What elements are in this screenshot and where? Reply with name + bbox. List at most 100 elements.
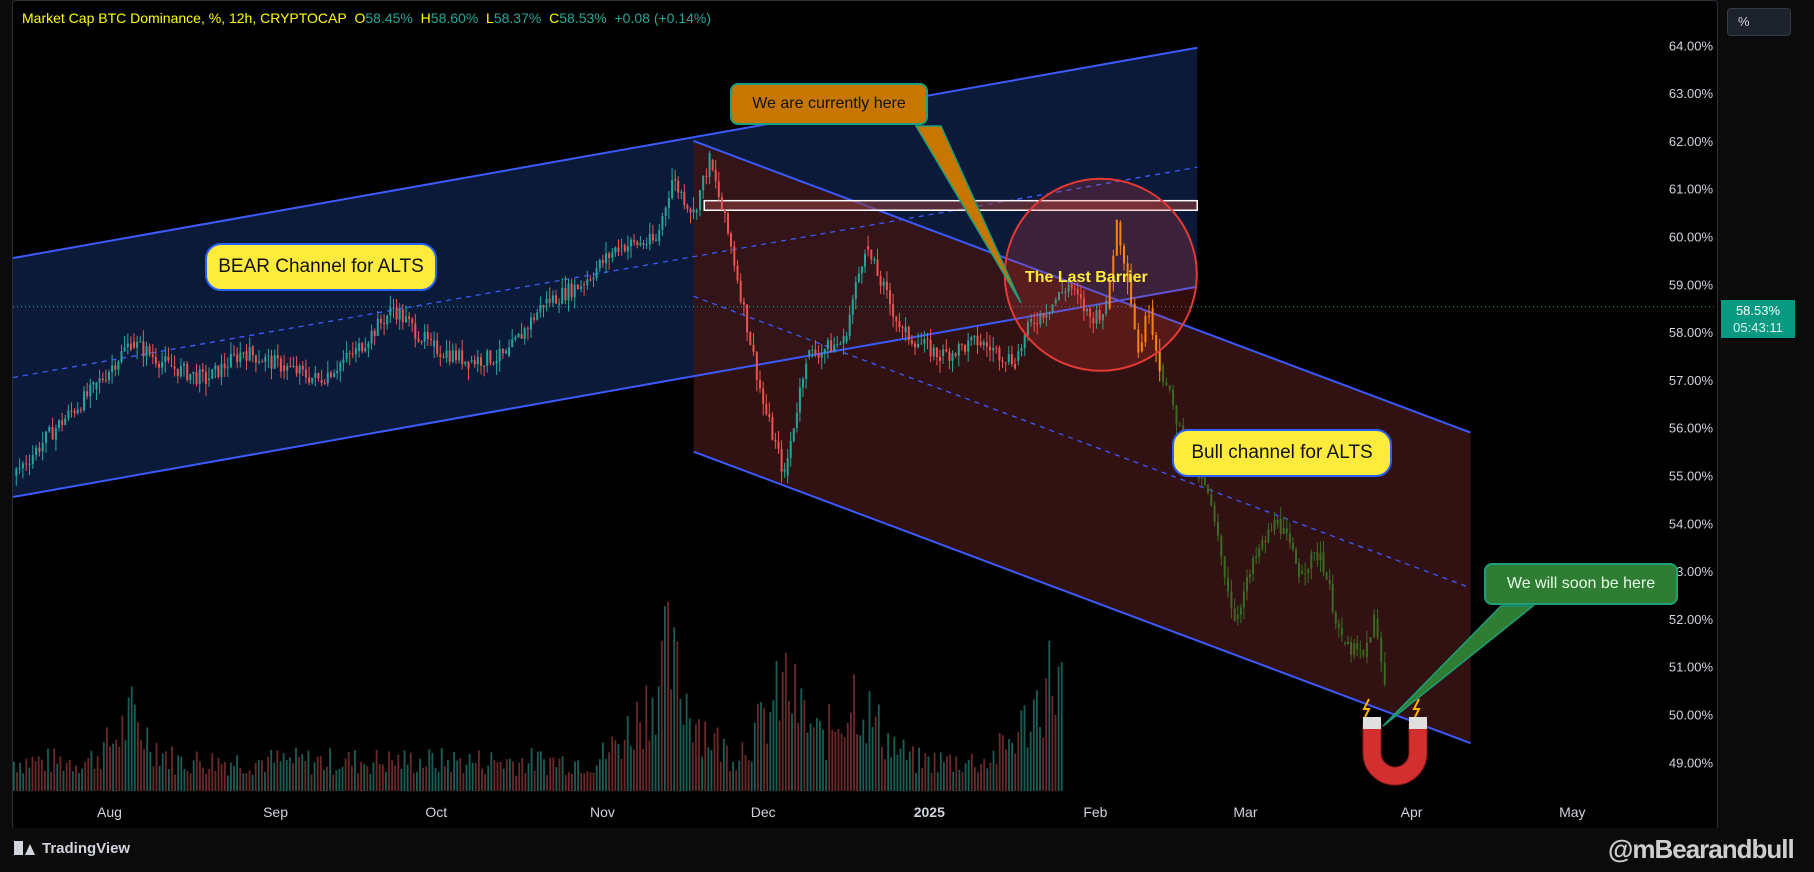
candle-body bbox=[508, 347, 511, 356]
volume-bar bbox=[719, 761, 722, 791]
volume-bar bbox=[679, 699, 682, 791]
volume-bar bbox=[1048, 640, 1051, 791]
candle-body bbox=[1148, 315, 1150, 317]
candle-body bbox=[1140, 342, 1143, 352]
volume-bar bbox=[505, 759, 508, 791]
y-tick-label: 54.00% bbox=[1669, 516, 1714, 531]
volume-bar bbox=[660, 640, 663, 791]
volume-bar bbox=[412, 773, 415, 791]
candle-body bbox=[948, 351, 951, 361]
candle-body bbox=[1376, 618, 1379, 638]
candle-body bbox=[1101, 314, 1104, 321]
candle-body bbox=[736, 265, 739, 281]
candle-body bbox=[38, 447, 41, 452]
volume-bar bbox=[84, 762, 87, 791]
tradingview-logo[interactable]: TradingView bbox=[14, 840, 130, 857]
volume-bar bbox=[905, 759, 908, 791]
candle-body bbox=[664, 207, 667, 216]
candle-body bbox=[323, 382, 326, 384]
target-position-callout[interactable]: We will soon be here bbox=[1484, 563, 1678, 605]
volume-bar bbox=[815, 717, 818, 791]
candle-body bbox=[283, 365, 286, 371]
candle-body bbox=[158, 363, 160, 368]
candle-body bbox=[939, 357, 941, 361]
volume-bar bbox=[949, 754, 951, 791]
current-position-callout[interactable]: We are currently here bbox=[730, 83, 928, 125]
volume-bar bbox=[890, 757, 893, 791]
candle-body bbox=[929, 340, 932, 357]
symbol-title[interactable]: Market Cap BTC Dominance, %, 12h, CRYPTO… bbox=[22, 10, 347, 26]
candle-body bbox=[101, 378, 104, 380]
candle-body bbox=[705, 175, 708, 177]
volume-bar bbox=[809, 723, 812, 791]
volume-bar bbox=[995, 763, 998, 791]
volume-bar bbox=[13, 761, 15, 791]
candle-body bbox=[1239, 607, 1242, 615]
volume-bar bbox=[664, 606, 666, 791]
volume-bar bbox=[819, 721, 821, 791]
volume-bar bbox=[837, 729, 840, 791]
volume-bar bbox=[899, 748, 902, 791]
candle-body bbox=[126, 343, 129, 348]
candle-body bbox=[276, 355, 279, 359]
candle-body bbox=[498, 348, 501, 361]
candle-body bbox=[651, 233, 654, 241]
percent-scale-button[interactable]: % bbox=[1727, 8, 1791, 36]
y-tick-label: 50.00% bbox=[1669, 708, 1714, 723]
candle-body bbox=[439, 354, 442, 357]
volume-bar bbox=[171, 746, 173, 791]
candle-body bbox=[889, 290, 891, 305]
candle-body bbox=[401, 309, 404, 322]
volume-bar bbox=[645, 685, 648, 791]
volume-bar bbox=[490, 752, 493, 791]
candle-body bbox=[1359, 649, 1362, 651]
candle-body bbox=[970, 337, 973, 341]
volume-bar bbox=[636, 701, 638, 791]
candle-body bbox=[239, 352, 242, 362]
volume-bar bbox=[214, 770, 217, 791]
volume-bar bbox=[574, 761, 576, 791]
candle-body bbox=[367, 343, 370, 348]
volume-bar bbox=[1060, 661, 1063, 791]
candle-body bbox=[1380, 637, 1383, 663]
candle-body bbox=[186, 363, 189, 380]
volume-bar bbox=[285, 760, 288, 791]
volume-bar bbox=[1001, 735, 1004, 791]
volume-bar bbox=[943, 762, 945, 791]
volume-bar bbox=[707, 747, 710, 791]
volume-bar bbox=[729, 771, 731, 791]
candle-body bbox=[45, 431, 47, 443]
candle-body bbox=[161, 362, 164, 368]
candle-body bbox=[28, 463, 31, 465]
candle-body bbox=[620, 245, 623, 247]
candle-body bbox=[605, 253, 607, 264]
volume-bar bbox=[220, 764, 223, 791]
volume-bar bbox=[682, 724, 685, 791]
price-chart[interactable]: 64.00% 63.00% 62.00% 61.00% 60.00% 59.00% 58.0… bbox=[13, 1, 1717, 829]
candle-body bbox=[15, 468, 18, 476]
candle-body bbox=[1155, 335, 1158, 351]
candle-body bbox=[329, 372, 332, 377]
candle-body bbox=[1337, 623, 1340, 628]
candle-body bbox=[501, 348, 504, 354]
bear-channel-callout[interactable]: BEAR Channel for ALTS bbox=[205, 243, 437, 291]
candle-body bbox=[1264, 540, 1267, 543]
bull-channel-callout[interactable]: Bull channel for ALTS bbox=[1172, 429, 1392, 477]
volume-bar bbox=[651, 697, 654, 791]
candle-body bbox=[198, 369, 201, 384]
volume-bar bbox=[422, 767, 424, 791]
volume-bar bbox=[577, 760, 579, 791]
candle-body bbox=[54, 428, 57, 440]
x-tick-label: Nov bbox=[590, 804, 615, 820]
candle-body bbox=[548, 298, 551, 303]
volume-bar bbox=[112, 743, 114, 791]
last-barrier-label[interactable]: The Last Barrier bbox=[1025, 269, 1148, 286]
volume-bar bbox=[474, 763, 477, 791]
candle-body bbox=[777, 441, 780, 449]
candle-body bbox=[480, 357, 482, 366]
candle-body bbox=[1220, 535, 1223, 557]
bar-countdown: 05:43:11 bbox=[1733, 320, 1783, 335]
candle-body bbox=[1282, 528, 1285, 534]
volume-bar bbox=[639, 722, 641, 791]
volume-bar bbox=[493, 760, 496, 791]
